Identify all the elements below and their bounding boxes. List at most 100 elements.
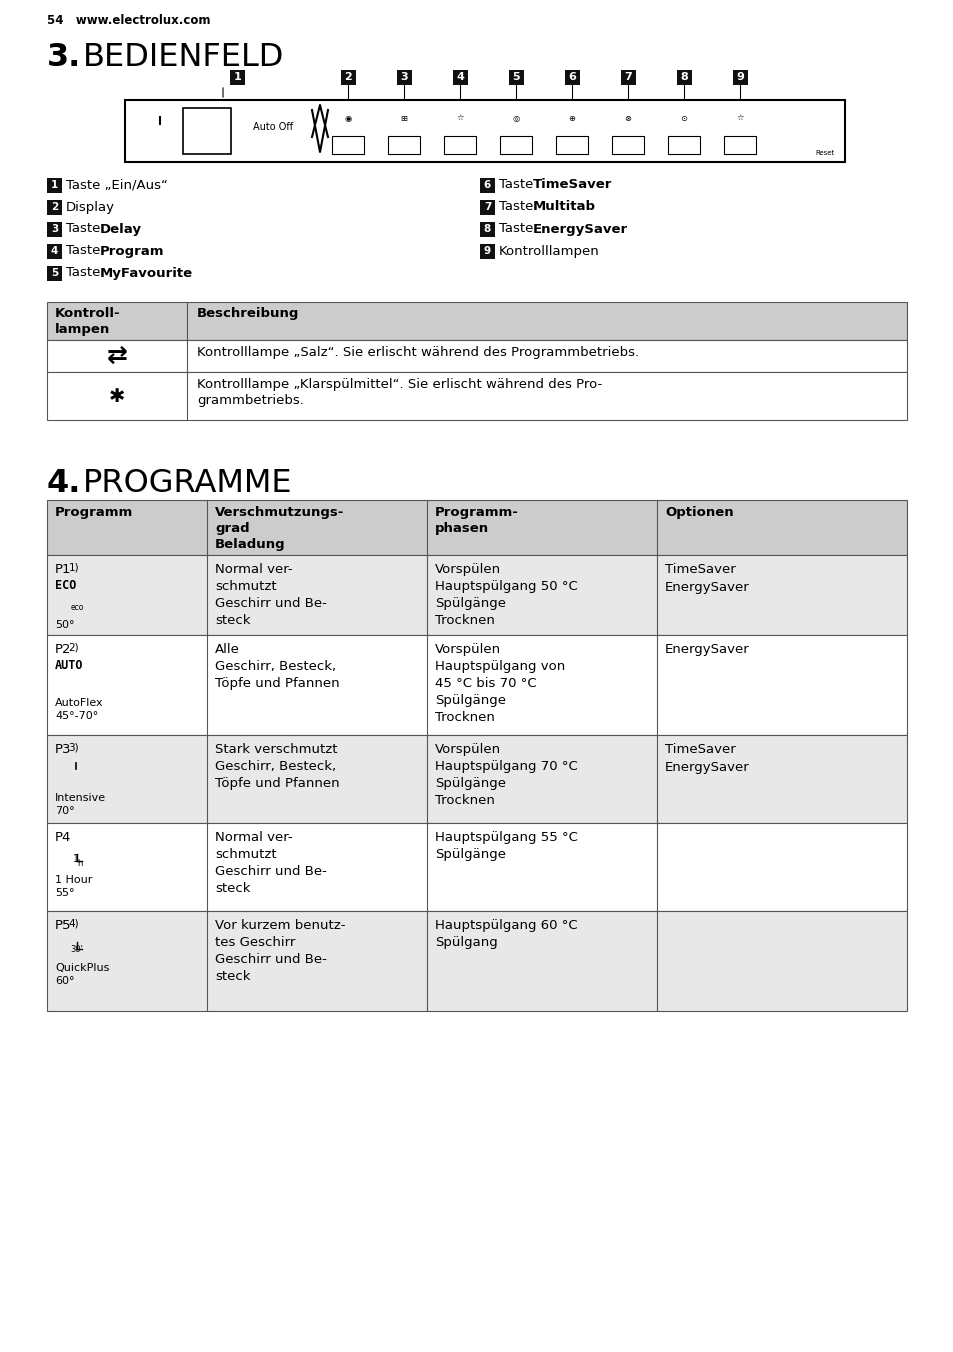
Text: Vorspülen
Hauptspülgang 50 °C
Spülgänge
Trocknen: Vorspülen Hauptspülgang 50 °C Spülgänge … bbox=[435, 562, 578, 627]
Text: ☆: ☆ bbox=[456, 114, 463, 123]
Bar bbox=[332, 137, 364, 154]
Text: 4.: 4. bbox=[47, 468, 81, 499]
Bar bbox=[499, 137, 532, 154]
Text: Intensive: Intensive bbox=[55, 794, 106, 803]
Text: 55°: 55° bbox=[55, 888, 74, 898]
Text: eco: eco bbox=[71, 603, 84, 612]
Text: 1: 1 bbox=[51, 181, 58, 191]
Text: Taste: Taste bbox=[66, 266, 105, 280]
Text: P1: P1 bbox=[55, 562, 71, 576]
Text: P5: P5 bbox=[55, 919, 71, 932]
Text: 9: 9 bbox=[483, 246, 491, 257]
Text: TimeSaver
EnergySaver: TimeSaver EnergySaver bbox=[664, 562, 749, 594]
Text: 1 Hour: 1 Hour bbox=[55, 875, 92, 886]
Text: 6: 6 bbox=[568, 73, 576, 82]
Text: ⇄: ⇄ bbox=[107, 343, 128, 368]
Bar bbox=[732, 70, 747, 85]
Bar bbox=[47, 735, 906, 823]
Text: Programm-
phasen: Programm- phasen bbox=[435, 506, 518, 535]
Text: Reset: Reset bbox=[815, 150, 834, 155]
Bar bbox=[47, 911, 906, 1011]
Text: 1: 1 bbox=[72, 854, 79, 864]
Bar bbox=[47, 301, 906, 339]
Bar bbox=[183, 108, 231, 154]
Bar bbox=[453, 70, 468, 85]
Text: 8: 8 bbox=[679, 73, 688, 82]
Bar bbox=[47, 178, 62, 193]
Text: 50°: 50° bbox=[55, 621, 74, 630]
Text: P2: P2 bbox=[55, 644, 71, 656]
Text: Display: Display bbox=[66, 200, 115, 214]
Text: ECO: ECO bbox=[55, 579, 76, 592]
Text: Verschmutzungs-
grad
Beladung: Verschmutzungs- grad Beladung bbox=[214, 506, 344, 552]
Text: 3: 3 bbox=[400, 73, 408, 82]
Text: 45°-70°: 45°-70° bbox=[55, 711, 98, 721]
Text: Normal ver-
schmutzt
Geschirr und Be-
steck: Normal ver- schmutzt Geschirr und Be- st… bbox=[214, 562, 327, 627]
Text: 3): 3) bbox=[69, 744, 79, 753]
Bar bbox=[723, 137, 755, 154]
Text: Kontrolllampe „Klarspülmittel“. Sie erlischt während des Pro-
grammbetriebs.: Kontrolllampe „Klarspülmittel“. Sie erli… bbox=[196, 379, 601, 407]
Text: ✱: ✱ bbox=[109, 387, 125, 406]
Bar bbox=[564, 70, 579, 85]
Bar bbox=[125, 100, 844, 162]
Text: Normal ver-
schmutzt
Geschirr und Be-
steck: Normal ver- schmutzt Geschirr und Be- st… bbox=[214, 831, 327, 895]
Text: 7: 7 bbox=[624, 73, 632, 82]
Text: EnergySaver: EnergySaver bbox=[664, 644, 749, 656]
Text: AutoFlex: AutoFlex bbox=[55, 698, 104, 708]
Bar bbox=[47, 635, 906, 735]
Text: ⊞: ⊞ bbox=[400, 114, 407, 123]
Text: ⊕: ⊕ bbox=[568, 114, 575, 123]
Text: P4: P4 bbox=[55, 831, 71, 844]
Text: 3.: 3. bbox=[47, 42, 81, 73]
Text: Program: Program bbox=[99, 245, 164, 257]
Text: P3: P3 bbox=[55, 744, 71, 756]
Bar bbox=[479, 243, 495, 260]
Text: 70°: 70° bbox=[55, 806, 74, 817]
Bar bbox=[62, 769, 90, 773]
Bar bbox=[396, 70, 412, 85]
Text: Multitab: Multitab bbox=[532, 200, 595, 214]
Text: Vorspülen
Hauptspülgang von
45 °C bis 70 °C
Spülgänge
Trocknen: Vorspülen Hauptspülgang von 45 °C bis 70… bbox=[435, 644, 565, 725]
Text: BEDIENFELD: BEDIENFELD bbox=[83, 42, 284, 73]
Bar bbox=[47, 339, 906, 372]
Text: Hauptspülgang 55 °C
Spülgänge: Hauptspülgang 55 °C Spülgänge bbox=[435, 831, 578, 861]
Text: 6: 6 bbox=[483, 181, 491, 191]
Text: 2: 2 bbox=[51, 203, 58, 212]
Text: 54   www.electrolux.com: 54 www.electrolux.com bbox=[47, 14, 211, 27]
Text: ◎: ◎ bbox=[512, 114, 519, 123]
Text: 5: 5 bbox=[51, 269, 58, 279]
Text: Stark verschmutzt
Geschirr, Besteck,
Töpfe und Pfannen: Stark verschmutzt Geschirr, Besteck, Töp… bbox=[214, 744, 339, 790]
Text: TimeSaver: TimeSaver bbox=[532, 178, 611, 192]
Text: 1: 1 bbox=[233, 73, 241, 82]
Text: 2: 2 bbox=[344, 73, 352, 82]
Text: Kontrolllampen: Kontrolllampen bbox=[498, 245, 599, 257]
Bar bbox=[47, 200, 62, 215]
Text: Beschreibung: Beschreibung bbox=[196, 307, 299, 320]
Bar bbox=[47, 372, 906, 420]
Text: Alle
Geschirr, Besteck,
Töpfe und Pfannen: Alle Geschirr, Besteck, Töpfe und Pfanne… bbox=[214, 644, 339, 690]
Bar bbox=[230, 70, 245, 85]
Bar bbox=[62, 775, 90, 779]
Text: 7: 7 bbox=[483, 203, 491, 212]
Bar bbox=[556, 137, 587, 154]
Bar bbox=[479, 200, 495, 215]
Bar bbox=[47, 556, 906, 635]
Text: 9: 9 bbox=[736, 73, 743, 82]
Bar bbox=[47, 243, 62, 260]
Text: PROGRAMME: PROGRAMME bbox=[83, 468, 293, 499]
Text: Taste: Taste bbox=[66, 223, 105, 235]
Bar bbox=[443, 137, 476, 154]
Text: 1): 1) bbox=[69, 562, 79, 573]
Text: 60°: 60° bbox=[55, 976, 74, 986]
Text: Taste „Ein/Aus“: Taste „Ein/Aus“ bbox=[66, 178, 168, 192]
Bar bbox=[47, 823, 906, 911]
Text: Hauptspülgang 60 °C
Spülgang: Hauptspülgang 60 °C Spülgang bbox=[435, 919, 577, 949]
Text: 5: 5 bbox=[512, 73, 519, 82]
Text: Delay: Delay bbox=[99, 223, 141, 235]
Bar bbox=[479, 222, 495, 237]
Text: 4: 4 bbox=[456, 73, 464, 82]
Text: EnergySaver: EnergySaver bbox=[532, 223, 627, 235]
Text: Vorspülen
Hauptspülgang 70 °C
Spülgänge
Trocknen: Vorspülen Hauptspülgang 70 °C Spülgänge … bbox=[435, 744, 578, 807]
Bar bbox=[47, 222, 62, 237]
Text: Taste: Taste bbox=[498, 223, 537, 235]
